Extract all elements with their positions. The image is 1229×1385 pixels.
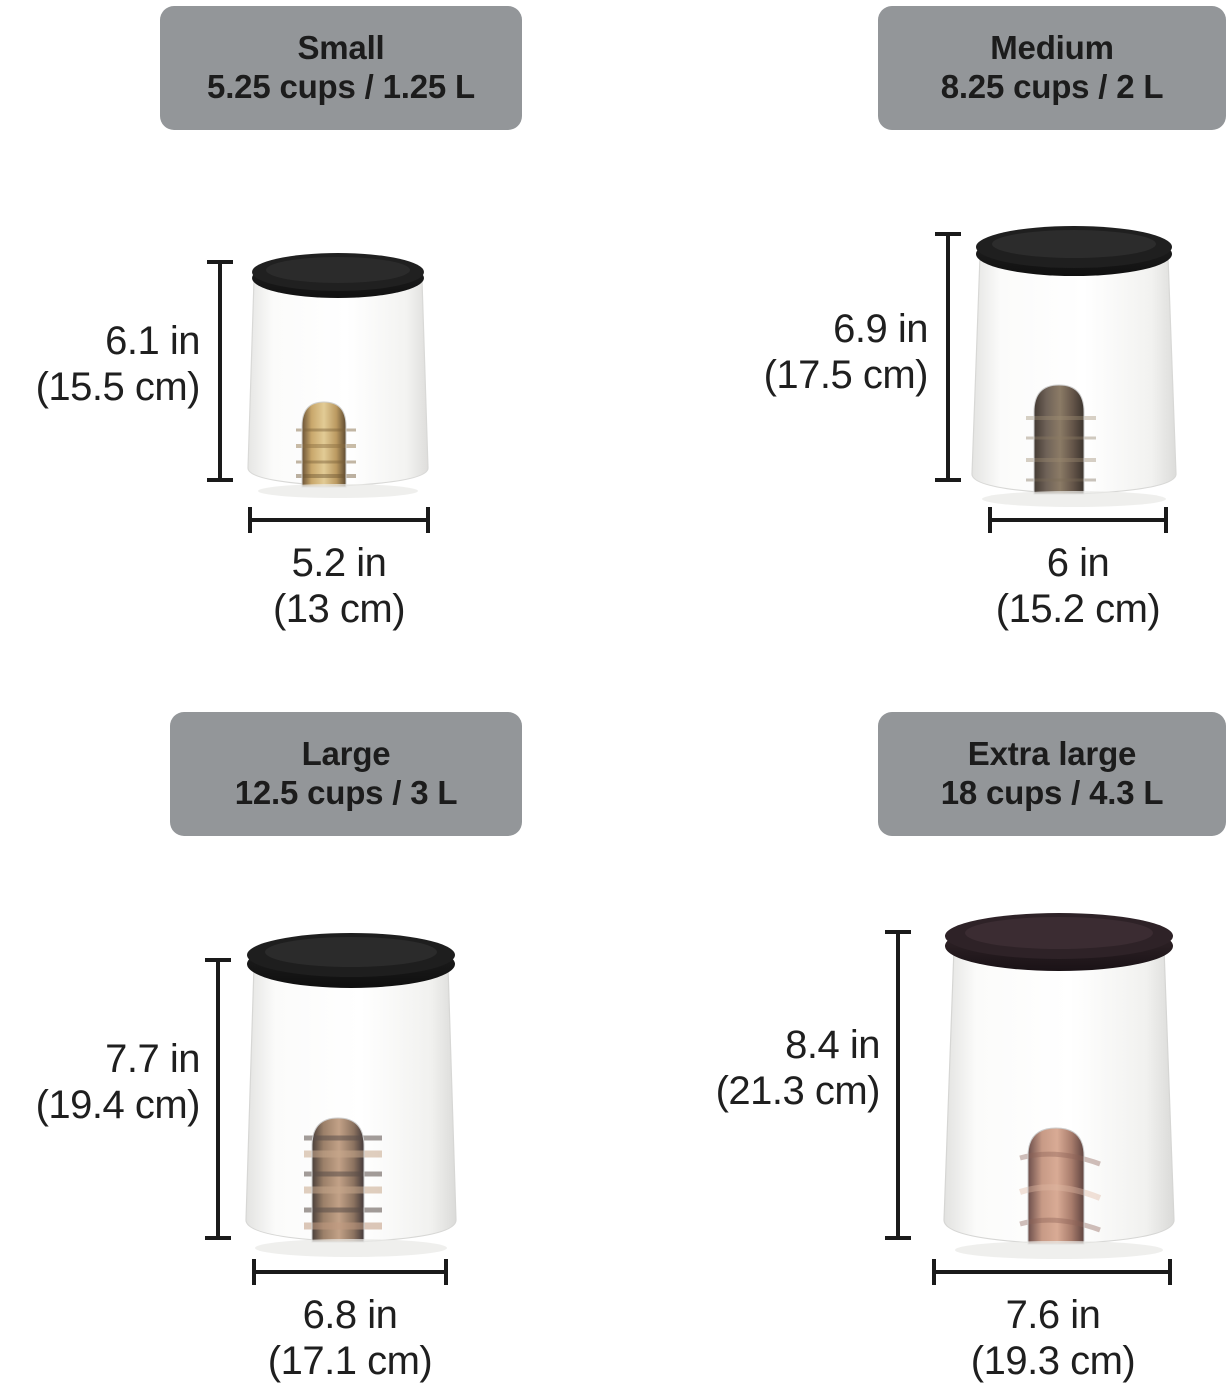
width-line-small xyxy=(248,507,430,533)
container-small xyxy=(238,250,438,500)
container-medium xyxy=(960,222,1188,507)
width-label-extra-large: 7.6 in (19.3 cm) xyxy=(970,1293,1136,1384)
size-badge-medium: Medium 8.25 cups / 2 L xyxy=(878,6,1226,130)
container-large xyxy=(232,928,470,1258)
container-extra-large-illustration xyxy=(943,913,1175,1259)
badge-capacity: 8.25 cups / 2 L xyxy=(940,68,1164,105)
badge-size-name: Large xyxy=(301,735,391,773)
height-line-large xyxy=(205,958,231,1240)
container-medium-illustration xyxy=(971,226,1177,507)
badge-capacity: 18 cups / 4.3 L xyxy=(940,774,1164,811)
height-line-small xyxy=(207,260,233,482)
height-line-extra-large xyxy=(885,930,911,1240)
badge-size-name: Small xyxy=(297,29,385,67)
size-badge-extra-large: Extra large 18 cups / 4.3 L xyxy=(878,712,1226,836)
width-line-extra-large xyxy=(932,1259,1172,1285)
badge-capacity: 5.25 cups / 1.25 L xyxy=(207,68,475,105)
height-label-medium: 6.9 in (17.5 cm) xyxy=(763,307,929,398)
width-line-large xyxy=(252,1259,448,1285)
height-label-large: 7.7 in (19.4 cm) xyxy=(35,1037,201,1128)
container-small-illustration xyxy=(247,253,429,498)
container-extra-large xyxy=(928,908,1190,1260)
width-label-medium: 6 in (15.2 cm) xyxy=(995,541,1161,632)
size-badge-small: Small 5.25 cups / 1.25 L xyxy=(160,6,522,130)
height-label-small: 6.1 in (15.5 cm) xyxy=(35,319,201,410)
badge-size-name: Extra large xyxy=(967,735,1137,773)
width-line-medium xyxy=(988,507,1168,533)
width-label-large: 6.8 in (17.1 cm) xyxy=(267,1293,433,1384)
size-badge-large: Large 12.5 cups / 3 L xyxy=(170,712,522,836)
badge-capacity: 12.5 cups / 3 L xyxy=(234,774,458,811)
width-label-small: 5.2 in (13 cm) xyxy=(272,541,406,632)
height-line-medium xyxy=(935,232,961,482)
badge-size-name: Medium xyxy=(990,29,1114,67)
container-large-illustration xyxy=(245,933,457,1257)
height-label-extra-large: 8.4 in (21.3 cm) xyxy=(715,1023,881,1114)
